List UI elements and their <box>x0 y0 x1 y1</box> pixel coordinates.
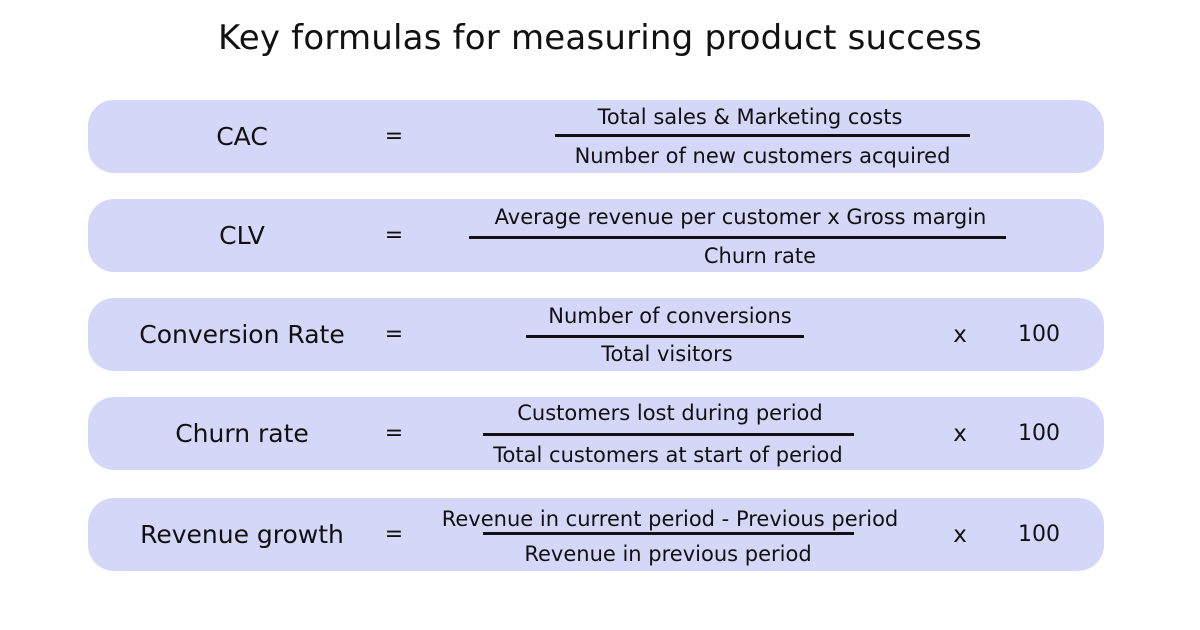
numerator: Total sales & Marketing costs <box>597 105 903 129</box>
formula-row-conversion-rate: Conversion Rate = Number of conversions … <box>88 298 1104 371</box>
equals-sign: = <box>384 522 404 547</box>
page-title: Key formulas for measuring product succe… <box>217 18 983 58</box>
equals-sign: = <box>384 223 404 248</box>
fraction-bar <box>555 134 970 137</box>
fraction-bar <box>483 433 854 436</box>
denominator: Total visitors <box>601 342 733 366</box>
metric-name: CLV <box>219 221 265 250</box>
fraction-bar <box>526 335 804 338</box>
numerator: Average revenue per customer x Gross mar… <box>494 205 987 229</box>
equals-sign: = <box>384 322 404 347</box>
fraction-bar <box>483 532 854 535</box>
multiply-sign: x <box>953 321 967 348</box>
denominator: Churn rate <box>703 244 817 268</box>
numerator: Customers lost during period <box>517 401 823 425</box>
formula-row-churn-rate: Churn rate = Customers lost during perio… <box>88 397 1104 470</box>
denominator: Total customers at start of period <box>493 443 843 467</box>
fraction-bar <box>469 236 1006 239</box>
equals-sign: = <box>384 421 404 446</box>
numerator: Number of conversions <box>548 304 792 328</box>
formula-row-cac: CAC = Total sales & Marketing costs Numb… <box>88 100 1104 173</box>
multiplier-value: 100 <box>1018 421 1060 446</box>
formula-row-clv: CLV = Average revenue per customer x Gro… <box>88 199 1104 272</box>
denominator: Number of new customers acquired <box>574 144 951 168</box>
multiply-sign: x <box>953 420 967 447</box>
multiplier-value: 100 <box>1018 322 1060 347</box>
metric-name: Revenue growth <box>140 520 344 549</box>
metric-name: Conversion Rate <box>139 320 345 349</box>
metric-name: CAC <box>216 122 268 151</box>
equals-sign: = <box>384 124 404 149</box>
multiplier-value: 100 <box>1018 522 1060 547</box>
denominator: Revenue in previous period <box>524 542 812 566</box>
formula-row-revenue-growth: Revenue growth = Revenue in current peri… <box>88 498 1104 571</box>
metric-name: Churn rate <box>175 419 309 448</box>
numerator: Revenue in current period - Previous per… <box>441 507 899 531</box>
multiply-sign: x <box>953 521 967 548</box>
